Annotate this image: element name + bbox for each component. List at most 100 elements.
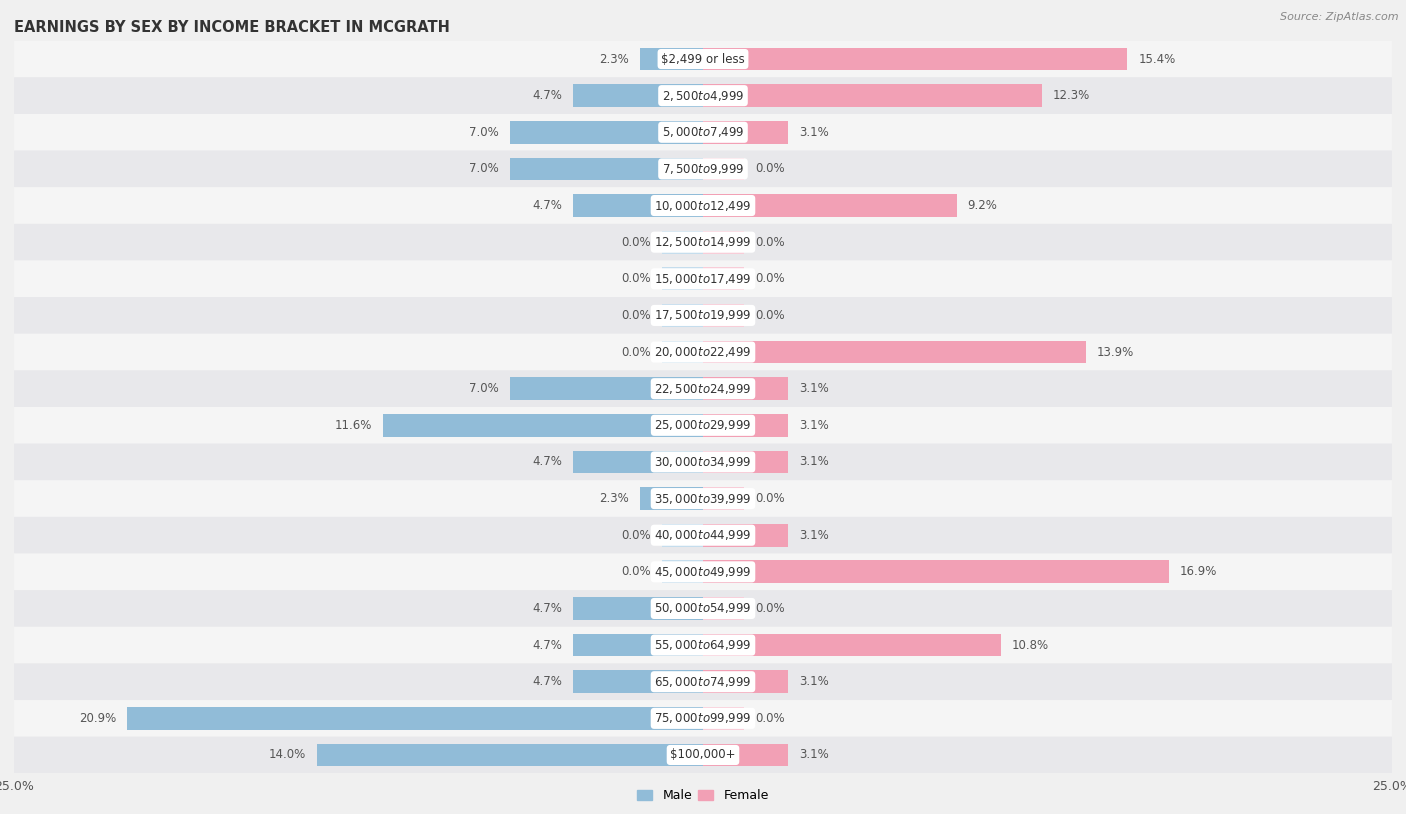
Bar <box>662 561 703 583</box>
Text: 2.3%: 2.3% <box>599 492 628 505</box>
FancyBboxPatch shape <box>14 590 1392 627</box>
Text: 4.7%: 4.7% <box>533 456 562 468</box>
FancyBboxPatch shape <box>14 627 1392 663</box>
FancyBboxPatch shape <box>14 297 1392 334</box>
Bar <box>703 158 744 180</box>
Text: 3.1%: 3.1% <box>800 749 830 761</box>
Text: $10,000 to $12,499: $10,000 to $12,499 <box>654 199 752 212</box>
Bar <box>662 231 703 253</box>
Bar <box>703 524 789 546</box>
Bar <box>703 707 744 729</box>
Bar <box>703 48 1128 70</box>
Text: 0.0%: 0.0% <box>755 602 785 615</box>
FancyBboxPatch shape <box>14 517 1392 554</box>
Bar <box>703 231 744 253</box>
Text: 3.1%: 3.1% <box>800 419 830 431</box>
Text: 11.6%: 11.6% <box>335 419 373 431</box>
Text: 14.0%: 14.0% <box>269 749 307 761</box>
Bar <box>703 85 1042 107</box>
Bar <box>703 488 744 510</box>
Bar <box>640 488 703 510</box>
Text: 0.0%: 0.0% <box>621 309 651 322</box>
FancyBboxPatch shape <box>14 554 1392 590</box>
Text: 0.0%: 0.0% <box>621 566 651 578</box>
Text: $12,500 to $14,999: $12,500 to $14,999 <box>654 235 752 249</box>
Text: 7.0%: 7.0% <box>470 383 499 395</box>
Bar <box>703 451 789 473</box>
Text: 0.0%: 0.0% <box>621 273 651 285</box>
Text: $22,500 to $24,999: $22,500 to $24,999 <box>654 382 752 396</box>
Text: 13.9%: 13.9% <box>1097 346 1135 358</box>
Text: $35,000 to $39,999: $35,000 to $39,999 <box>654 492 752 505</box>
Bar <box>574 451 703 473</box>
FancyBboxPatch shape <box>14 444 1392 480</box>
Text: 4.7%: 4.7% <box>533 90 562 102</box>
Text: Source: ZipAtlas.com: Source: ZipAtlas.com <box>1281 12 1399 22</box>
Text: $100,000+: $100,000+ <box>671 749 735 761</box>
FancyBboxPatch shape <box>14 334 1392 370</box>
Text: 3.1%: 3.1% <box>800 126 830 138</box>
Text: 0.0%: 0.0% <box>621 236 651 248</box>
Text: $55,000 to $64,999: $55,000 to $64,999 <box>654 638 752 652</box>
Text: 0.0%: 0.0% <box>755 236 785 248</box>
Bar <box>703 121 789 143</box>
FancyBboxPatch shape <box>14 260 1392 297</box>
Text: 0.0%: 0.0% <box>755 309 785 322</box>
Bar <box>703 268 744 290</box>
FancyBboxPatch shape <box>14 370 1392 407</box>
Bar <box>574 85 703 107</box>
Bar <box>574 634 703 656</box>
Text: 0.0%: 0.0% <box>755 163 785 175</box>
FancyBboxPatch shape <box>14 407 1392 444</box>
Text: 2.3%: 2.3% <box>599 53 628 65</box>
Text: 20.9%: 20.9% <box>79 712 117 724</box>
Text: $2,499 or less: $2,499 or less <box>661 53 745 65</box>
Bar <box>127 707 703 729</box>
Text: 0.0%: 0.0% <box>755 492 785 505</box>
Legend: Male, Female: Male, Female <box>633 785 773 807</box>
Bar <box>703 671 789 693</box>
Bar <box>662 304 703 326</box>
Text: $20,000 to $22,499: $20,000 to $22,499 <box>654 345 752 359</box>
Bar <box>574 597 703 619</box>
Bar <box>703 634 1001 656</box>
Text: $30,000 to $34,999: $30,000 to $34,999 <box>654 455 752 469</box>
Text: 16.9%: 16.9% <box>1180 566 1218 578</box>
Text: $40,000 to $44,999: $40,000 to $44,999 <box>654 528 752 542</box>
FancyBboxPatch shape <box>14 700 1392 737</box>
Bar <box>703 378 789 400</box>
Bar <box>703 341 1085 363</box>
Text: 4.7%: 4.7% <box>533 199 562 212</box>
Text: $7,500 to $9,999: $7,500 to $9,999 <box>662 162 744 176</box>
Bar <box>510 378 703 400</box>
Bar <box>662 268 703 290</box>
Bar <box>662 341 703 363</box>
Bar <box>703 304 744 326</box>
Text: 0.0%: 0.0% <box>755 712 785 724</box>
FancyBboxPatch shape <box>14 77 1392 114</box>
Text: 12.3%: 12.3% <box>1053 90 1090 102</box>
Bar <box>703 195 956 217</box>
FancyBboxPatch shape <box>14 41 1392 77</box>
Bar <box>574 195 703 217</box>
Bar <box>574 671 703 693</box>
Text: 4.7%: 4.7% <box>533 602 562 615</box>
Text: $65,000 to $74,999: $65,000 to $74,999 <box>654 675 752 689</box>
Text: 0.0%: 0.0% <box>621 529 651 541</box>
Text: 9.2%: 9.2% <box>967 199 997 212</box>
Text: 7.0%: 7.0% <box>470 126 499 138</box>
Bar <box>703 561 1168 583</box>
Text: 3.1%: 3.1% <box>800 676 830 688</box>
FancyBboxPatch shape <box>14 480 1392 517</box>
Bar <box>640 48 703 70</box>
Bar <box>703 414 789 436</box>
Text: $50,000 to $54,999: $50,000 to $54,999 <box>654 602 752 615</box>
Text: 4.7%: 4.7% <box>533 676 562 688</box>
Text: 3.1%: 3.1% <box>800 529 830 541</box>
FancyBboxPatch shape <box>14 151 1392 187</box>
Bar <box>384 414 703 436</box>
Bar <box>510 121 703 143</box>
Bar <box>662 524 703 546</box>
Text: 0.0%: 0.0% <box>755 273 785 285</box>
Bar <box>318 744 703 766</box>
